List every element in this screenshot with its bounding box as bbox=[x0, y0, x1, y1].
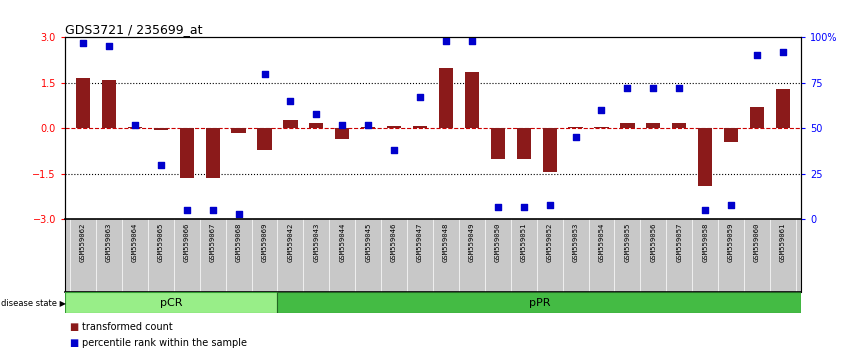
Bar bbox=[283, 120, 298, 128]
Point bbox=[543, 202, 557, 208]
Text: GSM559053: GSM559053 bbox=[572, 223, 578, 262]
Point bbox=[387, 147, 401, 153]
Text: GSM559051: GSM559051 bbox=[520, 223, 527, 262]
Point bbox=[517, 204, 531, 210]
Text: transformed count: transformed count bbox=[82, 322, 173, 332]
Bar bbox=[672, 123, 687, 128]
Text: GSM559052: GSM559052 bbox=[546, 223, 553, 262]
Bar bbox=[568, 127, 583, 128]
Point bbox=[76, 40, 90, 45]
Bar bbox=[231, 128, 246, 133]
Point bbox=[361, 122, 375, 127]
Text: GSM559054: GSM559054 bbox=[598, 223, 604, 262]
Text: GSM559069: GSM559069 bbox=[262, 223, 268, 262]
Bar bbox=[102, 80, 116, 128]
Point bbox=[154, 162, 168, 167]
Text: GSM559058: GSM559058 bbox=[702, 223, 708, 262]
Point bbox=[232, 211, 246, 217]
Text: GSM559049: GSM559049 bbox=[469, 223, 475, 262]
Point bbox=[413, 95, 427, 100]
Bar bbox=[698, 128, 712, 186]
Point bbox=[335, 122, 349, 127]
Text: GSM559050: GSM559050 bbox=[494, 223, 501, 262]
Text: pCR: pCR bbox=[160, 298, 183, 308]
Text: GSM559063: GSM559063 bbox=[106, 223, 112, 262]
Text: GSM559055: GSM559055 bbox=[624, 223, 630, 262]
Text: disease state ▶: disease state ▶ bbox=[1, 298, 66, 307]
Point bbox=[724, 202, 738, 208]
Text: GSM559061: GSM559061 bbox=[780, 223, 786, 262]
Bar bbox=[776, 89, 790, 128]
Text: GSM559062: GSM559062 bbox=[80, 223, 86, 262]
Text: GSM559047: GSM559047 bbox=[417, 223, 423, 262]
Bar bbox=[128, 127, 142, 128]
Text: percentile rank within the sample: percentile rank within the sample bbox=[82, 338, 248, 348]
Point bbox=[646, 85, 660, 91]
Point bbox=[465, 38, 479, 44]
Bar bbox=[154, 128, 168, 130]
Point bbox=[309, 111, 323, 116]
Text: GSM559059: GSM559059 bbox=[728, 223, 734, 262]
Text: GSM559042: GSM559042 bbox=[288, 223, 294, 262]
Point bbox=[569, 135, 583, 140]
Bar bbox=[724, 128, 738, 142]
Bar bbox=[361, 127, 375, 128]
Text: ■: ■ bbox=[69, 338, 79, 348]
Bar bbox=[65, 292, 277, 313]
Text: GSM559065: GSM559065 bbox=[158, 223, 164, 262]
Bar bbox=[542, 128, 557, 172]
Point bbox=[180, 207, 194, 213]
Bar bbox=[257, 128, 272, 150]
Text: pPR: pPR bbox=[528, 298, 550, 308]
Text: GDS3721 / 235699_at: GDS3721 / 235699_at bbox=[65, 23, 203, 36]
Text: GSM559056: GSM559056 bbox=[650, 223, 656, 262]
Point bbox=[776, 49, 790, 55]
Point bbox=[102, 44, 116, 49]
Bar bbox=[387, 126, 401, 128]
Bar bbox=[620, 123, 635, 128]
Text: GSM559066: GSM559066 bbox=[184, 223, 190, 262]
Text: GSM559046: GSM559046 bbox=[391, 223, 397, 262]
Point bbox=[595, 107, 609, 113]
Bar bbox=[491, 128, 505, 159]
Bar bbox=[465, 72, 479, 128]
Text: GSM559060: GSM559060 bbox=[754, 223, 760, 262]
Bar bbox=[205, 128, 220, 178]
Bar bbox=[413, 126, 427, 128]
Bar bbox=[439, 68, 453, 128]
Text: GSM559043: GSM559043 bbox=[313, 223, 320, 262]
Text: GSM559044: GSM559044 bbox=[339, 223, 346, 262]
Point bbox=[672, 85, 686, 91]
Text: GSM559048: GSM559048 bbox=[443, 223, 449, 262]
Text: GSM559057: GSM559057 bbox=[676, 223, 682, 262]
Text: GSM559045: GSM559045 bbox=[365, 223, 372, 262]
Bar bbox=[179, 128, 194, 178]
Point bbox=[257, 71, 271, 76]
Bar bbox=[594, 127, 609, 128]
Point bbox=[620, 85, 634, 91]
Bar bbox=[646, 123, 661, 128]
Bar bbox=[277, 292, 801, 313]
Bar bbox=[309, 123, 324, 128]
Bar bbox=[335, 128, 349, 139]
Text: GSM559064: GSM559064 bbox=[132, 223, 138, 262]
Bar bbox=[517, 128, 531, 159]
Text: GSM559068: GSM559068 bbox=[236, 223, 242, 262]
Point bbox=[698, 207, 712, 213]
Bar bbox=[750, 107, 764, 128]
Point bbox=[283, 98, 297, 104]
Text: GSM559067: GSM559067 bbox=[210, 223, 216, 262]
Point bbox=[128, 122, 142, 127]
Text: ■: ■ bbox=[69, 322, 79, 332]
Point bbox=[491, 204, 505, 210]
Point bbox=[439, 38, 453, 44]
Point bbox=[750, 53, 764, 58]
Point bbox=[206, 207, 220, 213]
Bar bbox=[76, 78, 90, 128]
